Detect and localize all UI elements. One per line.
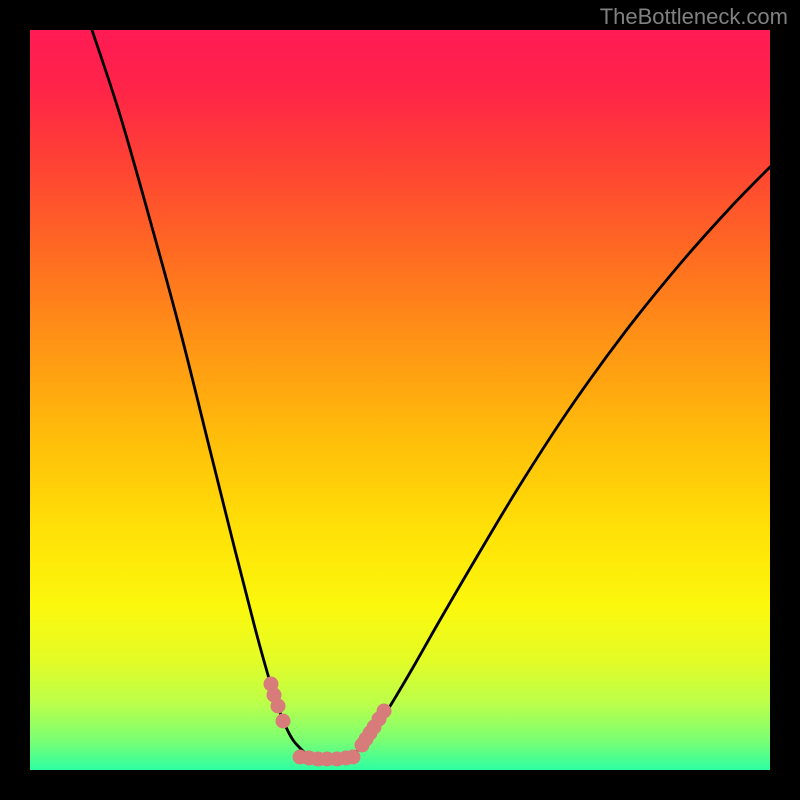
- gradient-background: [30, 30, 770, 770]
- data-marker: [346, 750, 360, 764]
- chart-svg: [30, 30, 770, 770]
- plot-area: [30, 30, 770, 770]
- data-marker: [377, 704, 391, 718]
- data-marker: [271, 699, 285, 713]
- data-marker: [276, 714, 290, 728]
- watermark: TheBottleneck.com: [600, 4, 788, 30]
